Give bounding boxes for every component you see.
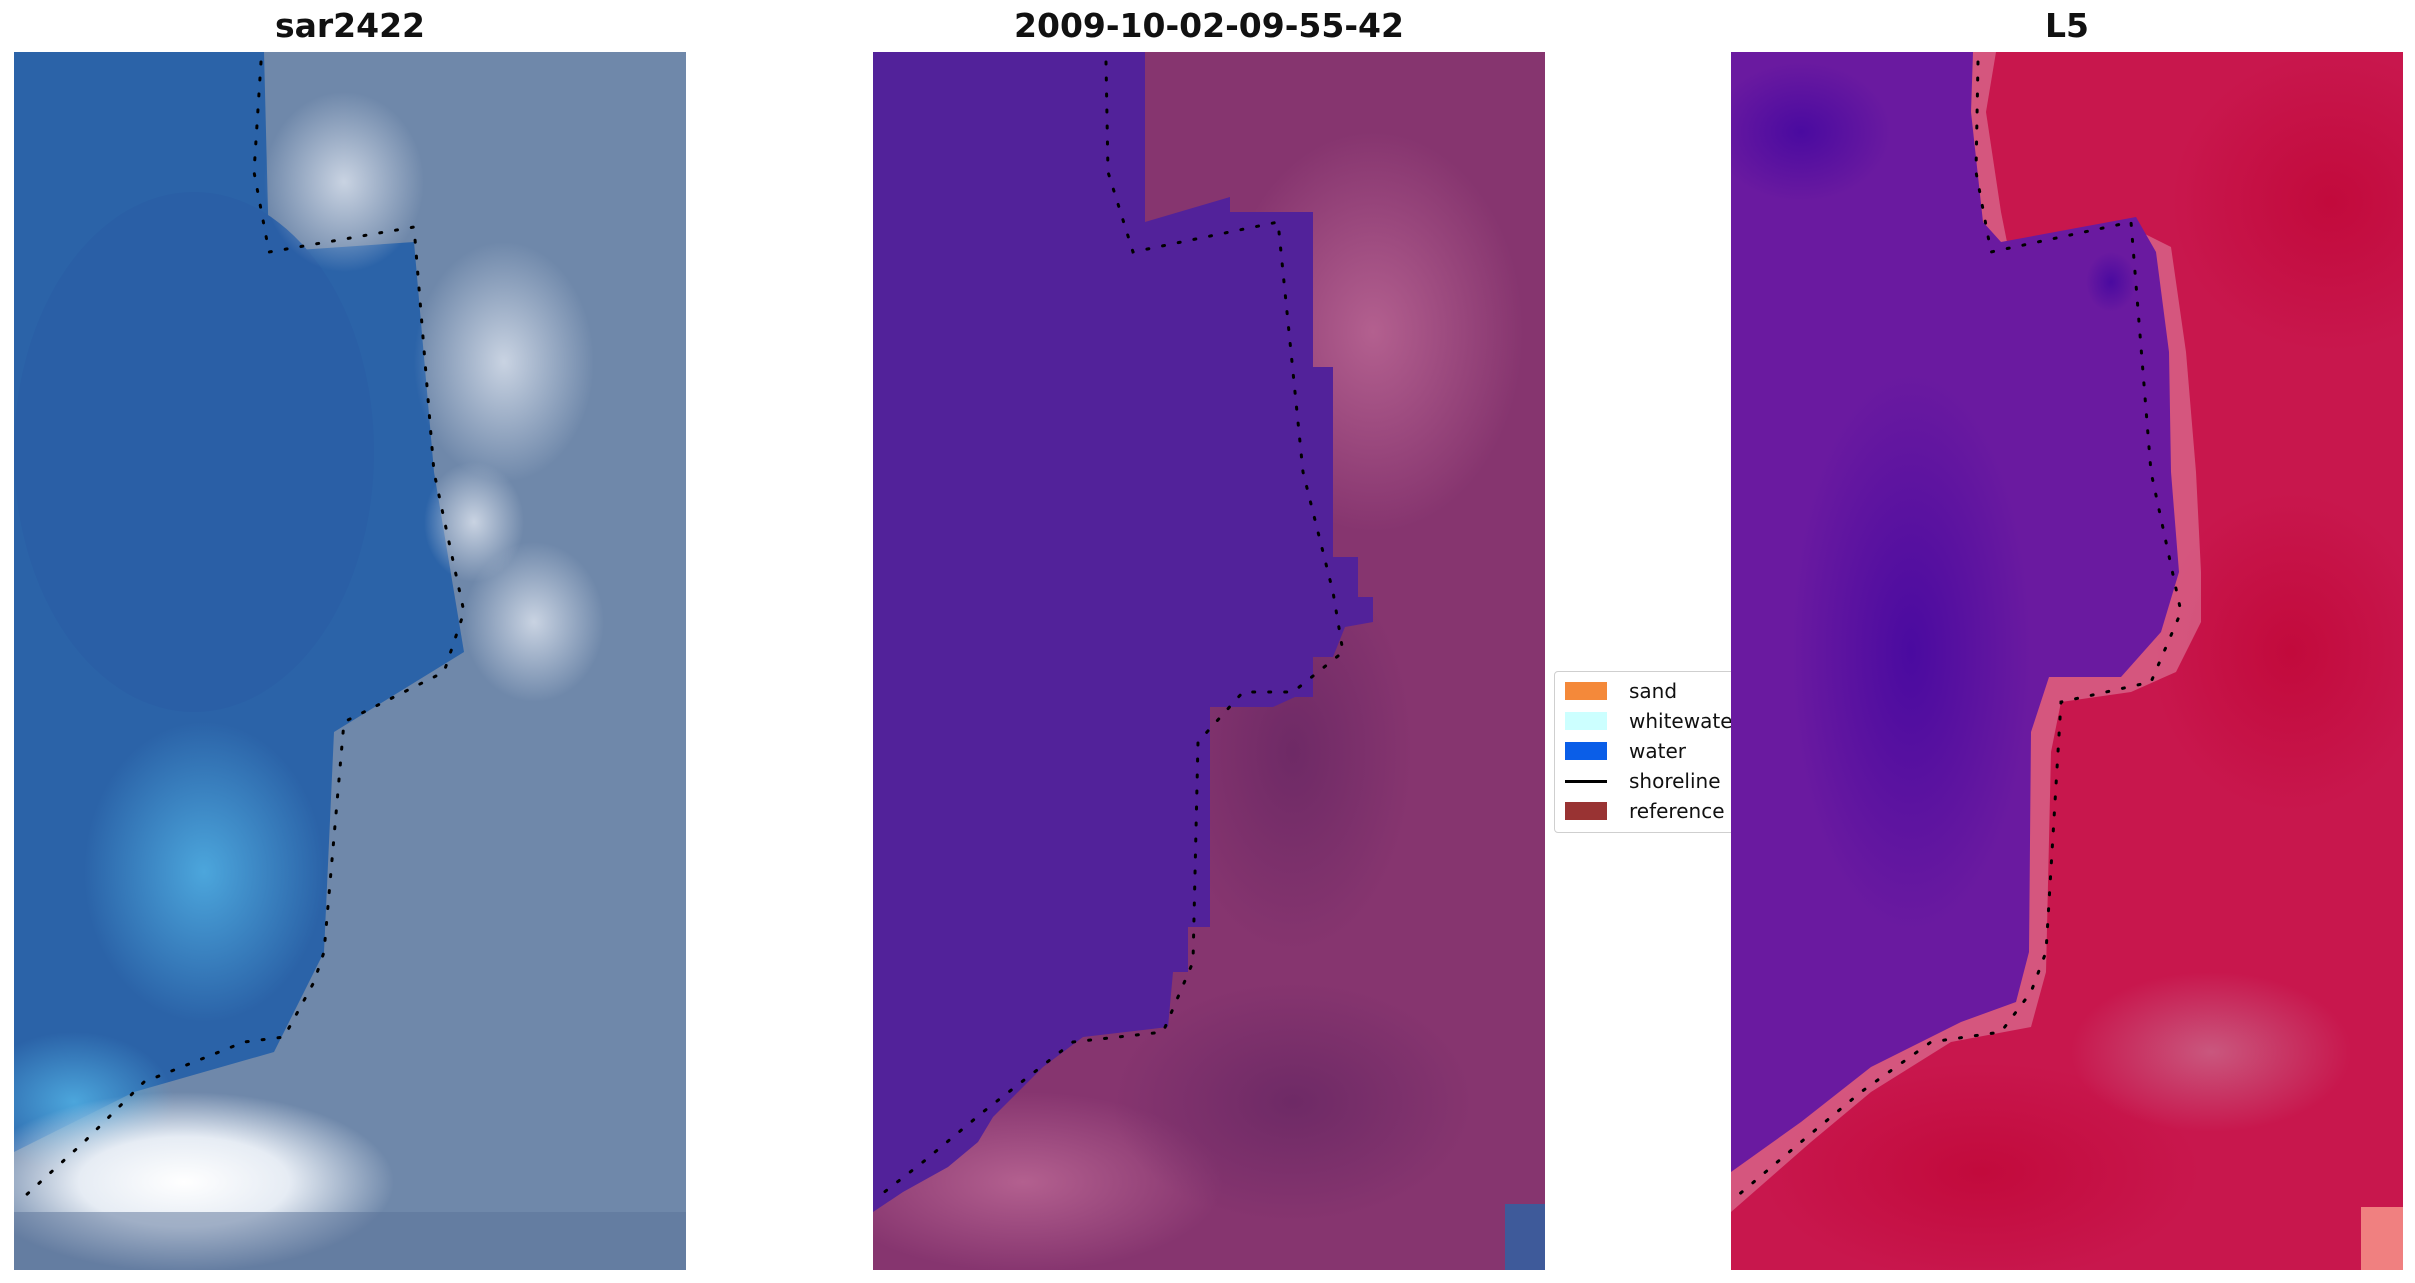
legend-label-whitewater: whitewater	[1629, 709, 1736, 733]
legend-item-reference-shoreline: reference shoreline	[1565, 796, 1735, 826]
legend-label-reference-shoreline: reference shoreline	[1629, 799, 1735, 823]
legend: sand whitewater water shoreline referenc…	[1554, 671, 1736, 833]
legend-item-whitewater: whitewater	[1565, 706, 1736, 736]
whitewater-swatch	[1565, 712, 1607, 730]
legend-item-water: water	[1565, 736, 1686, 766]
shoreline-line-swatch	[1565, 779, 1607, 783]
index-image	[1731, 52, 2403, 1270]
reference-shoreline-swatch	[1565, 802, 1607, 820]
sand-swatch	[1565, 682, 1607, 700]
legend-item-sand: sand	[1565, 676, 1677, 706]
shoreline-dots-left	[22, 60, 466, 1199]
rgb-image	[14, 52, 686, 1270]
water-swatch	[1565, 742, 1607, 760]
panel-title-middle: 2009-10-02-09-55-42	[1014, 6, 1404, 45]
index-panel	[1731, 52, 2403, 1270]
legend-label-shoreline: shoreline	[1629, 769, 1721, 793]
legend-label-sand: sand	[1629, 679, 1678, 703]
legend-item-shoreline: shoreline	[1565, 766, 1721, 796]
legend-label-water: water	[1629, 739, 1686, 763]
rgb-image-panel	[14, 52, 686, 1270]
classification-image	[873, 52, 1545, 1270]
shoreline-dots-middle	[876, 60, 1345, 1199]
panel-title-right: L5	[2045, 6, 2089, 45]
water-class-region	[873, 52, 1373, 1212]
panel-title-left: sar2422	[274, 6, 426, 45]
classification-panel	[873, 52, 1545, 1270]
shoreline-dots-right	[1734, 60, 2183, 1199]
